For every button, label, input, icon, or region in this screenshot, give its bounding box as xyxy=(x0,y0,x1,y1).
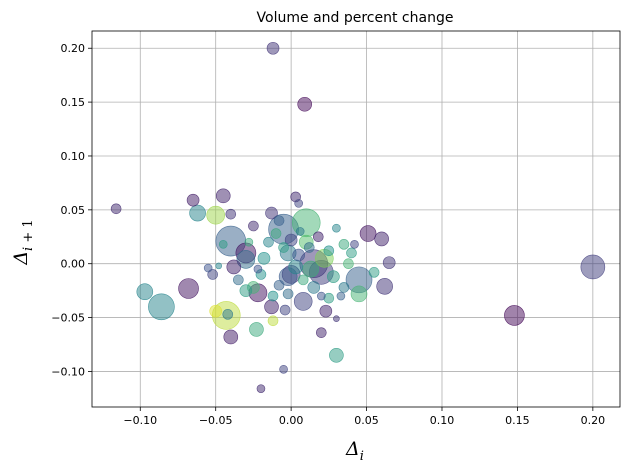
data-point xyxy=(248,220,259,232)
data-point xyxy=(317,291,326,301)
data-point xyxy=(270,228,282,239)
data-point xyxy=(253,264,263,274)
data-point xyxy=(215,188,231,204)
x-tick-label: −0.05 xyxy=(199,414,233,427)
data-point xyxy=(307,281,321,294)
x-axis: −0.10 −0.05 0.00 0.05 0.10 0.15 0.20 xyxy=(123,407,605,427)
data-point xyxy=(207,269,218,280)
data-point xyxy=(279,364,288,374)
data-point xyxy=(266,41,280,55)
x-tick-label: 0.00 xyxy=(279,414,304,427)
y-tick-label: 0.05 xyxy=(61,204,86,217)
data-point xyxy=(265,206,278,220)
chart-title: Volume and percent change xyxy=(257,10,454,26)
data-point xyxy=(249,322,264,337)
x-tick-label: 0.10 xyxy=(430,414,455,427)
x-tick-label: 0.20 xyxy=(581,414,606,427)
x-tick-label: 0.05 xyxy=(354,414,379,427)
data-point xyxy=(336,291,346,301)
x-axis-label: Δi xyxy=(345,438,364,464)
y-tick-label: 0.00 xyxy=(61,258,86,271)
data-point xyxy=(278,242,289,253)
data-point xyxy=(319,304,333,318)
plot-frame xyxy=(91,30,621,408)
y-axis: −0.10 −0.05 0.00 0.05 0.10 0.15 0.20 xyxy=(51,42,92,378)
data-point xyxy=(206,205,226,225)
data-point xyxy=(189,204,206,222)
data-point xyxy=(338,282,350,293)
data-point xyxy=(359,225,377,242)
data-point xyxy=(263,236,274,248)
data-point xyxy=(297,274,309,286)
data-point xyxy=(239,284,253,297)
data-point xyxy=(343,258,354,270)
data-point xyxy=(233,274,244,286)
data-point xyxy=(186,193,200,207)
data-point xyxy=(368,267,380,278)
data-point xyxy=(244,237,254,247)
data-point xyxy=(222,309,234,320)
data-point xyxy=(288,259,303,275)
data-point xyxy=(346,247,357,259)
data-point xyxy=(338,239,350,250)
x-tick-label: −0.10 xyxy=(123,414,157,427)
data-point xyxy=(273,279,285,291)
data-point xyxy=(504,305,525,326)
data-point xyxy=(273,215,285,226)
y-tick-label: −0.05 xyxy=(51,312,85,325)
data-point xyxy=(293,292,313,311)
data-point xyxy=(284,233,298,247)
data-point xyxy=(225,208,237,220)
data-point xyxy=(110,203,122,215)
data-point xyxy=(267,315,279,327)
data-point xyxy=(236,250,256,269)
data-point xyxy=(136,283,154,301)
data-point xyxy=(257,252,271,265)
x-tick-label: 0.15 xyxy=(505,414,530,427)
y-tick-label: 0.20 xyxy=(61,42,86,55)
data-point xyxy=(226,259,242,275)
data-point xyxy=(264,299,279,315)
data-point xyxy=(374,231,389,247)
data-point xyxy=(279,304,291,316)
data-point xyxy=(256,384,266,393)
data-points xyxy=(110,41,606,393)
y-tick-label: −0.10 xyxy=(51,365,85,378)
data-point xyxy=(323,245,335,257)
data-point xyxy=(327,270,340,283)
data-point xyxy=(297,96,313,112)
data-point xyxy=(218,240,228,249)
data-point xyxy=(267,290,279,302)
data-point xyxy=(148,293,175,321)
data-point xyxy=(223,329,239,345)
data-point xyxy=(350,285,368,303)
data-point xyxy=(312,231,324,243)
data-point xyxy=(382,256,396,269)
data-point xyxy=(209,304,223,318)
data-point xyxy=(178,278,199,299)
data-point xyxy=(332,223,341,233)
data-point xyxy=(333,315,340,322)
data-point xyxy=(203,263,213,273)
data-point xyxy=(282,288,294,300)
data-point xyxy=(316,327,327,338)
data-point xyxy=(292,248,305,262)
y-tick-label: 0.15 xyxy=(61,96,86,109)
data-point xyxy=(376,278,393,295)
data-point xyxy=(303,242,315,253)
data-point xyxy=(580,254,606,280)
data-point xyxy=(295,227,305,236)
data-point xyxy=(329,347,344,363)
y-tick-label: 0.10 xyxy=(61,150,86,163)
data-point xyxy=(215,262,223,270)
data-point xyxy=(350,240,359,249)
data-point xyxy=(294,199,303,208)
data-point xyxy=(302,260,320,278)
